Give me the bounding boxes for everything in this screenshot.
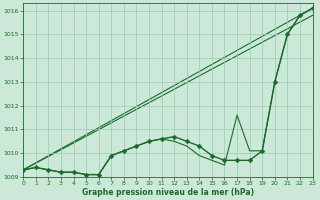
X-axis label: Graphe pression niveau de la mer (hPa): Graphe pression niveau de la mer (hPa) <box>82 188 254 197</box>
